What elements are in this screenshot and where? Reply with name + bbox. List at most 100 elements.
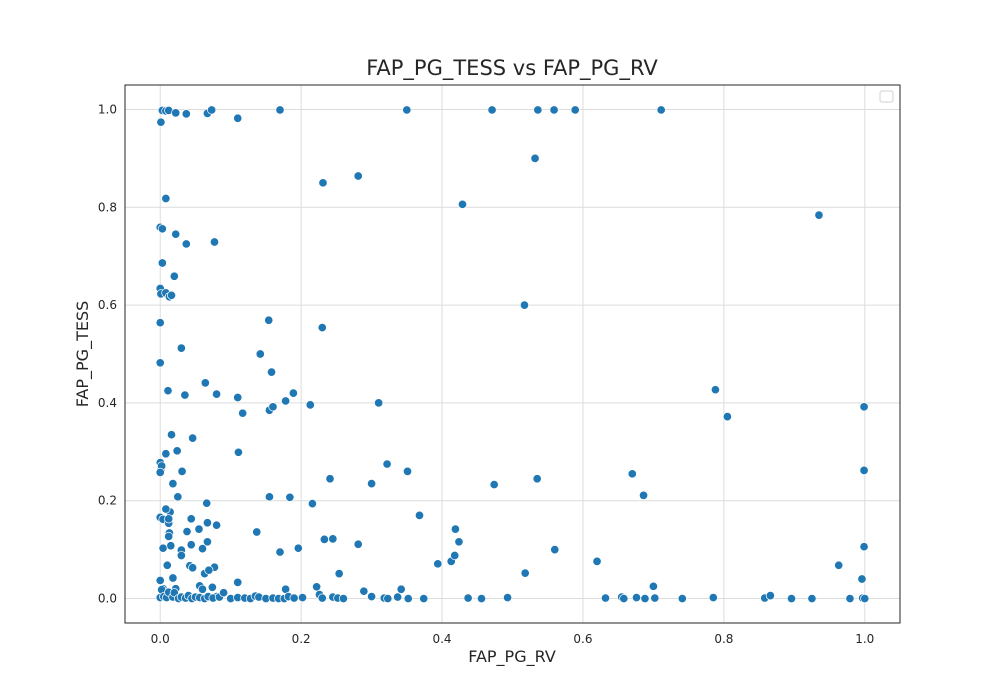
scatter-point (182, 526, 192, 537)
scatter-point (592, 556, 602, 566)
x-tick-label: 0.0 (151, 632, 170, 646)
scatter-point (710, 385, 720, 395)
scatter-point (171, 108, 181, 118)
x-axis-ticks: 0.0 0.2 0.4 0.6 0.8 1.0 (151, 632, 875, 646)
scatter-point (181, 239, 191, 249)
scatter-point (312, 582, 322, 592)
scatter-point (450, 524, 460, 534)
scatter-point (204, 565, 214, 575)
scatter-point (264, 315, 274, 325)
scatter-point (640, 593, 650, 604)
grid (125, 85, 900, 623)
scatter-point (275, 105, 285, 115)
scatter-point (549, 105, 559, 115)
scatter-point (176, 550, 186, 561)
scatter-point (334, 569, 344, 579)
scatter-point (173, 492, 183, 502)
scatter-point (403, 593, 413, 604)
scatter-point (859, 402, 869, 412)
scatter-point (402, 466, 413, 476)
scatter-point (463, 593, 473, 603)
scatter-point (520, 568, 530, 578)
scatter-point (168, 573, 178, 583)
scatter-point (503, 593, 513, 603)
scatter-point (353, 171, 363, 181)
scatter-point (219, 588, 229, 598)
scatter-point (383, 593, 393, 604)
x-axis-label: FAP_PG_RV (468, 647, 556, 667)
scatter-point (233, 392, 243, 403)
scatter-point (164, 514, 174, 524)
scatter-point (857, 574, 867, 584)
scatter-point (266, 367, 277, 377)
scatter-point (367, 592, 377, 602)
x-tick-label: 0.2 (292, 632, 311, 646)
scatter-point (233, 113, 243, 123)
scatter-point (367, 479, 377, 489)
legend (879, 90, 894, 103)
scatter-point (722, 412, 732, 422)
scatter-point (550, 545, 560, 555)
scatter-point (317, 593, 327, 603)
scatter-point (177, 466, 187, 476)
scatter-point (677, 593, 687, 604)
scatter-point (814, 210, 824, 220)
scatter-point (176, 343, 186, 353)
scatter-point (212, 520, 222, 530)
scatter-point (297, 593, 308, 603)
scatter-point (530, 153, 540, 163)
scatter-point (158, 543, 168, 553)
scatter-point (450, 550, 460, 561)
scatter-point (156, 117, 166, 127)
scatter-point (454, 537, 464, 547)
scatter-point (860, 593, 870, 604)
scatter-point (238, 408, 248, 418)
scatter-point (533, 105, 543, 115)
x-tick-label: 0.6 (573, 632, 592, 646)
scatter-point (648, 581, 658, 591)
scatter-point (186, 514, 196, 524)
scatter-point (393, 592, 403, 602)
scatter-point (163, 386, 173, 396)
scatter-point (166, 541, 176, 551)
scatter-point (166, 290, 177, 300)
scatter-point (619, 593, 629, 604)
scatter-point (419, 593, 429, 604)
scatter-point (307, 499, 317, 509)
scatter-point (382, 459, 392, 469)
scatter-point (172, 446, 182, 456)
scatter-point (186, 540, 196, 550)
scatter-point (194, 524, 204, 534)
scatter-point (275, 547, 285, 557)
scatter-point (161, 193, 171, 204)
scatter-point (807, 593, 817, 604)
scatter-point (708, 593, 718, 603)
scatter-point (180, 390, 190, 400)
scatter-point (155, 358, 165, 368)
scatter-point (155, 318, 165, 328)
scatter-point (834, 560, 844, 570)
scatter-point (289, 593, 299, 603)
scatter-point (631, 593, 642, 603)
scatter-point (264, 492, 274, 502)
scatter-point (166, 430, 177, 440)
scatter-point (157, 258, 167, 268)
y-axis-label: FAP_PG_TESS (73, 301, 93, 408)
scatter-point (233, 577, 243, 587)
scatter-point (318, 178, 328, 188)
scatter-point (359, 586, 369, 596)
scatter-point (200, 378, 210, 388)
scatter-point (317, 323, 327, 333)
scatter-point (171, 229, 181, 239)
y-tick-label: 0.2 (98, 494, 117, 508)
scatter-point (188, 433, 198, 443)
scatter-point (859, 542, 869, 552)
x-tick-label: 1.0 (855, 632, 874, 646)
scatter-point (489, 480, 499, 490)
y-tick-label: 0.0 (98, 592, 117, 606)
scatter-point (765, 591, 775, 601)
scatter-point (374, 398, 384, 408)
scatter-point (161, 504, 171, 514)
scatter-point (202, 498, 212, 508)
